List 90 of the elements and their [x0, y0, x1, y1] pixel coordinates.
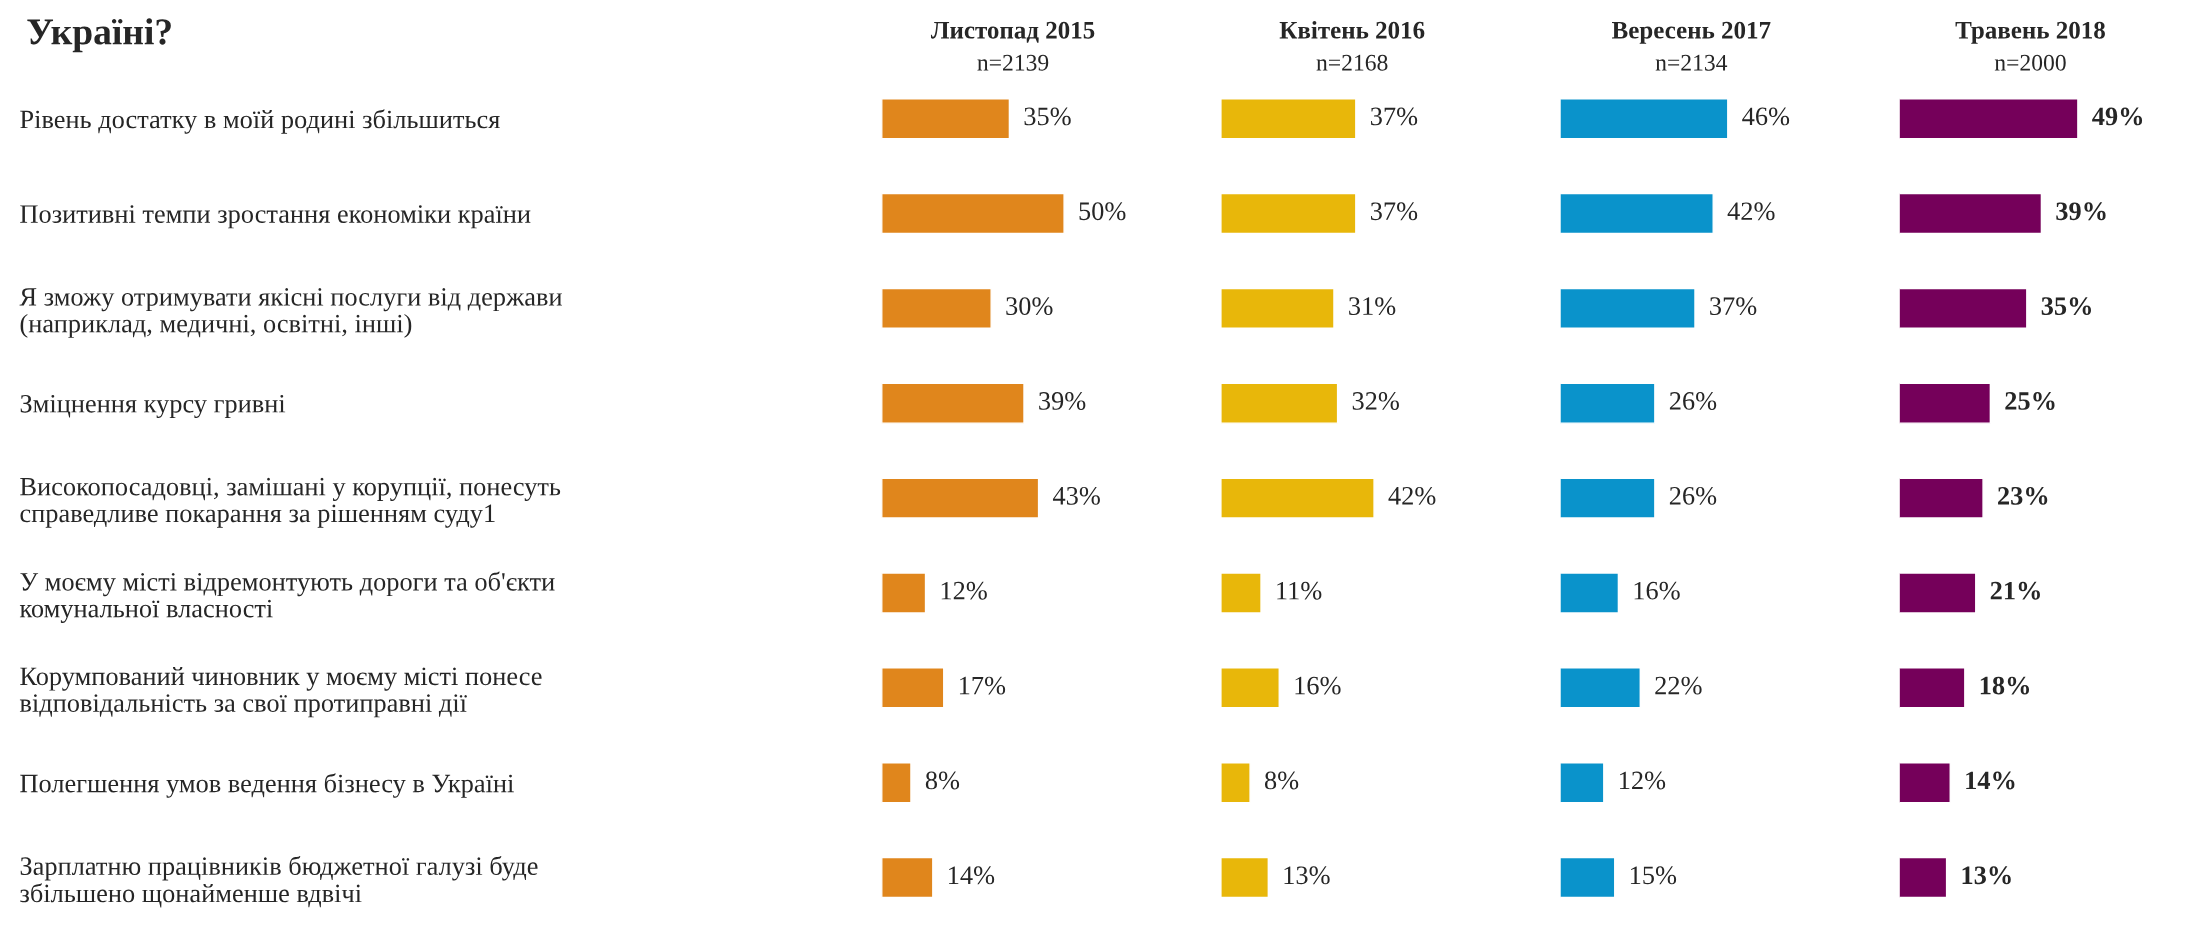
bar: [1560, 287, 1696, 330]
bar: [1560, 856, 1616, 899]
chart-subtitle: n=2168: [1316, 54, 1388, 71]
data-label: 18%: [1980, 676, 2030, 695]
data-label: 8%: [1264, 771, 1299, 790]
bar: [1220, 477, 1375, 519]
data-label: 26%: [1669, 486, 1717, 505]
data-label: 35%: [1024, 107, 1071, 126]
bar: [1560, 477, 1656, 519]
y-tick-label: Рівень достатку в моїй родині збільшиться: [20, 109, 500, 134]
bar: [1560, 382, 1656, 424]
data-label: 43%: [1052, 486, 1100, 505]
bar: [881, 856, 934, 899]
data-label: 46%: [1742, 107, 1790, 126]
bar: [1899, 856, 1948, 899]
bar: [1220, 382, 1339, 424]
bar: [1560, 192, 1714, 235]
data-label: 21%: [1990, 581, 2040, 600]
data-label: 15%: [1630, 866, 1677, 885]
data-label: 37%: [1710, 297, 1757, 316]
chart-title: Вересень 2017: [1612, 21, 1771, 44]
bar: [881, 477, 1040, 519]
data-label: 16%: [1295, 676, 1341, 695]
data-label: 30%: [1006, 297, 1053, 316]
bar: [1899, 667, 1966, 709]
bar: [1220, 667, 1280, 709]
y-tick-label: У моєму місті відремонтують дороги та об'єкти комунальної власності: [19, 571, 555, 623]
chart-subtitle: n=2139: [977, 54, 1049, 71]
chart-subtitle: n=2134: [1655, 54, 1728, 71]
data-label: 49%: [2092, 107, 2143, 126]
data-label: 32%: [1352, 392, 1399, 410]
bar: [1220, 762, 1251, 804]
bar: [1899, 287, 2028, 330]
data-label: 39%: [1039, 392, 1086, 410]
bar: [1899, 477, 1984, 519]
data-label: 37%: [1370, 107, 1418, 126]
data-label: 37%: [1370, 202, 1418, 221]
data-label: 16%: [1634, 581, 1680, 600]
bar: [881, 762, 912, 804]
bar: [1220, 856, 1270, 899]
data-label: 17%: [959, 676, 1006, 695]
data-label: 8%: [925, 771, 960, 790]
data-label: 35%: [2041, 297, 2092, 316]
bar: [881, 98, 1011, 140]
data-label: 13%: [1284, 866, 1330, 885]
chart-title: Травень 2018: [1955, 21, 2105, 44]
bar: [1560, 762, 1605, 804]
y-tick-label: Зміцнення курсу гривні: [20, 394, 286, 419]
y-tick-label: Корумпований чиновник у моєму місті понесе відповідальність за свої протиправні дії: [19, 666, 542, 718]
chart-title: Квітень 2016: [1279, 21, 1425, 39]
data-label: 14%: [949, 866, 995, 885]
bar: [1560, 667, 1641, 709]
y-tick-label: Позитивні темпи зростання економіки країни: [20, 205, 531, 229]
bar: [881, 382, 1025, 424]
bar: [881, 192, 1065, 235]
data-label: 11%: [1277, 581, 1322, 600]
bar: [881, 287, 992, 330]
y-tick-label: Високопосадовці, замішані у корупції, понесуть справедливе покарання за рішенням суду1: [20, 477, 561, 528]
data-label: 23%: [1998, 486, 2048, 505]
data-label: 12%: [941, 581, 987, 600]
data-label: 31%: [1349, 297, 1396, 316]
y-tick-label: Я зможу отримувати якісні послуги від держави (наприклад, медичні, освітні, інші): [19, 288, 562, 338]
bar: [1220, 287, 1335, 330]
bar: [1899, 572, 1977, 614]
data-label: 42%: [1388, 486, 1436, 505]
data-label: 39%: [2056, 202, 2106, 221]
text: Україні?: [27, 18, 171, 53]
data-label: 22%: [1655, 676, 1702, 695]
bar: [1220, 572, 1262, 614]
bar: [1899, 762, 1951, 804]
data-label: 26%: [1669, 392, 1717, 410]
bar: [881, 667, 945, 709]
bar: [1899, 192, 2043, 235]
y-tick-label: Полегшення умов ведення бізнесу в Україні: [20, 773, 514, 798]
bar: [881, 572, 927, 614]
chart-title: Листопад 2015: [930, 21, 1095, 43]
data-label: 42%: [1727, 202, 1775, 221]
data-label: 12%: [1620, 771, 1666, 790]
bar: [1220, 98, 1357, 140]
bar: [1899, 382, 1992, 424]
chart-subtitle: n=2000: [1994, 54, 2066, 71]
y-tick-label: Зарплатню працівників бюджетної галузі буде збільшено щонайменше вдвічі: [20, 855, 538, 908]
bar: [1220, 192, 1357, 235]
bar: [1560, 98, 1729, 140]
bar: [1899, 98, 2079, 140]
bar: [1560, 572, 1620, 614]
data-label: 50%: [1079, 202, 1126, 221]
data-label: 13%: [1962, 866, 2011, 885]
data-label: 14%: [1966, 771, 2015, 790]
data-label: 25%: [2005, 392, 2055, 410]
